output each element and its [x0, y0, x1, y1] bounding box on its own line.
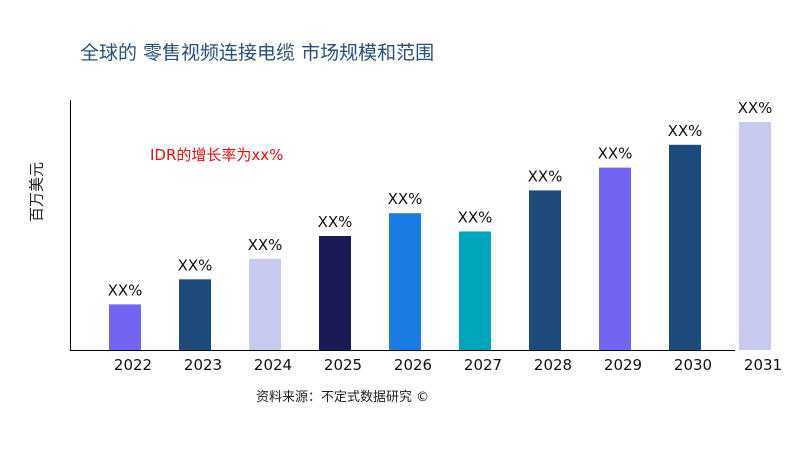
data-label-2031: XX%	[738, 99, 773, 117]
data-label-2027: XX%	[458, 208, 493, 226]
source-note: 资料来源：不定式数据研究 ©	[256, 390, 430, 405]
bar-2023	[179, 279, 211, 350]
x-tick-label-2024: 2024	[254, 356, 292, 374]
x-tick-label-2027: 2027	[464, 356, 502, 374]
x-tick-label-2031: 2031	[744, 356, 782, 374]
bar-2024	[249, 258, 281, 350]
data-label-2024: XX%	[248, 236, 283, 254]
bar-2027	[459, 231, 491, 350]
chart-title: 全球的 零售视频连接电缆 市场规模和范围	[80, 42, 435, 64]
x-tick-label-2026: 2026	[394, 356, 432, 374]
bar-2025	[319, 236, 351, 350]
data-label-2029: XX%	[598, 145, 633, 163]
bars-group: XX% 2022 XX% 2023 XX% 2024 XX% 2025 XX% 2026 XX% 20…	[108, 99, 783, 374]
x-tick-label-2025: 2025	[324, 356, 362, 374]
data-label-2030: XX%	[668, 122, 703, 140]
x-tick-label-2029: 2029	[604, 356, 642, 374]
bar-2022	[109, 304, 141, 350]
x-tick-label-2023: 2023	[184, 356, 222, 374]
x-tick-label-2030: 2030	[674, 356, 712, 374]
bar-2028	[529, 190, 561, 350]
data-label-2023: XX%	[178, 256, 213, 274]
data-label-2026: XX%	[388, 190, 423, 208]
x-tick-label-2022: 2022	[114, 356, 152, 374]
bar-2026	[389, 213, 421, 350]
data-label-2028: XX%	[528, 167, 563, 185]
bar-2031	[739, 122, 771, 350]
bar-2029	[599, 167, 631, 350]
growth-rate-annotation: IDR的增长率为xx%	[150, 146, 284, 164]
bar-2030	[669, 144, 701, 350]
data-label-2025: XX%	[318, 213, 353, 231]
data-label-2022: XX%	[108, 281, 143, 299]
x-tick-label-2028: 2028	[534, 356, 572, 374]
